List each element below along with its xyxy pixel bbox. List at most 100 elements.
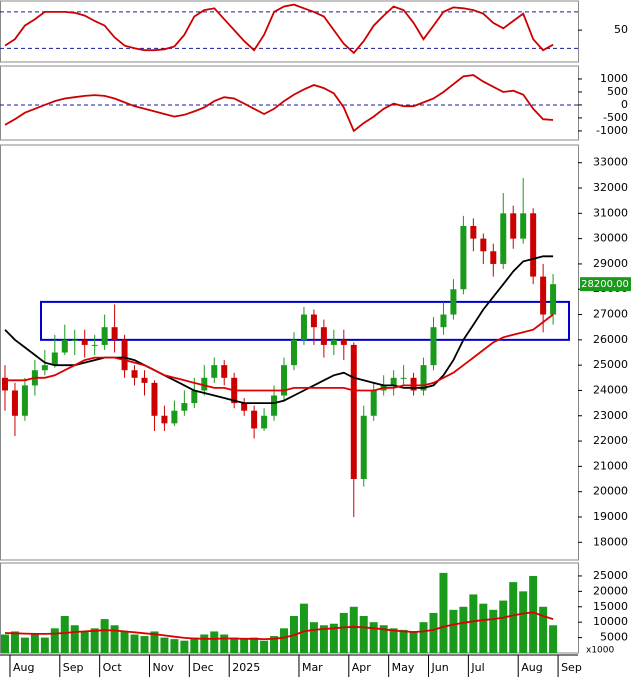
- y-tick-label: 24000: [593, 383, 628, 396]
- candle-body: [320, 327, 327, 345]
- volume-bar: [250, 637, 259, 653]
- axis-unit: x1000: [586, 646, 615, 656]
- candle-body: [510, 213, 517, 239]
- volume-bar: [60, 616, 69, 653]
- candle-body: [440, 314, 447, 328]
- volume-bar: [439, 572, 448, 653]
- candle-body: [310, 314, 317, 328]
- y-tick-label: 25000: [593, 358, 628, 371]
- y-tick-label: 10000: [593, 615, 628, 628]
- y-tick-label: 26000: [593, 333, 628, 346]
- volume-bar: [0, 634, 9, 653]
- candle-body: [41, 365, 48, 371]
- candle-body: [340, 339, 347, 345]
- panel-frame: [0, 144, 579, 561]
- volume-bar: [349, 606, 358, 653]
- volume-bar: [270, 636, 279, 653]
- volume-bar: [40, 637, 49, 653]
- candle-body: [430, 327, 437, 366]
- candle-body: [370, 390, 377, 416]
- volume-bar: [519, 591, 528, 653]
- line-series: [5, 313, 554, 392]
- x-tick-label: Sep: [561, 661, 582, 674]
- candle-body: [101, 327, 108, 345]
- candle-body: [290, 339, 297, 366]
- volume-bar: [190, 637, 199, 653]
- candle-body: [51, 352, 58, 366]
- volume-bar: [150, 631, 159, 653]
- candle-body: [131, 370, 138, 378]
- candle-body: [251, 410, 258, 429]
- volume-bar: [509, 582, 518, 653]
- y-tick-label: 22000: [593, 434, 628, 447]
- candle-body: [81, 339, 88, 345]
- volume-bar: [80, 631, 89, 653]
- line-series: [4, 74, 554, 133]
- candle-body: [490, 251, 497, 264]
- candle-body: [181, 403, 188, 411]
- volume-bar: [369, 622, 378, 653]
- x-tick-label: Jul: [470, 661, 484, 674]
- candle-body: [171, 410, 178, 424]
- candle-body: [460, 225, 467, 290]
- panel-frame: [0, 0, 579, 63]
- volume-bar: [120, 631, 129, 653]
- candle-body: [330, 339, 337, 345]
- x-tick-label: Aug: [521, 661, 542, 674]
- volume-bar: [489, 609, 498, 653]
- y-tick-label: 30000: [593, 232, 628, 245]
- volume-bar: [479, 603, 488, 653]
- volume-bar: [309, 622, 318, 653]
- volume-bar: [319, 625, 328, 653]
- volume-bar: [180, 640, 189, 653]
- candle-body: [300, 314, 307, 340]
- volume-bar: [459, 606, 468, 653]
- volume-bar: [220, 634, 229, 653]
- candle-body: [390, 377, 397, 386]
- y-tick-label: 20000: [593, 485, 628, 498]
- volume-bar: [200, 634, 209, 653]
- volume-bar: [210, 631, 219, 653]
- volume-bar: [399, 629, 408, 653]
- candle-body: [550, 284, 557, 315]
- y-tick-label: 5000: [600, 631, 628, 644]
- y-tick-label: 19000: [593, 510, 628, 523]
- volume-bar: [429, 612, 438, 653]
- candle-body: [360, 415, 367, 480]
- candle-body: [161, 415, 168, 424]
- x-tick-label: Jun: [431, 661, 449, 674]
- candle-body: [350, 344, 357, 480]
- candle-body: [540, 276, 547, 315]
- volume-bar: [140, 636, 149, 653]
- x-tick-label: Mar: [302, 661, 323, 674]
- x-tick-label: Dec: [192, 661, 213, 674]
- last-price-box: [580, 277, 631, 292]
- candle-body: [281, 365, 288, 396]
- volume-bar: [329, 623, 338, 653]
- candle-body: [141, 377, 148, 383]
- candle-body: [520, 213, 527, 239]
- volume-bar: [359, 616, 368, 653]
- volume-bar: [529, 575, 538, 653]
- volume-bar: [160, 637, 169, 653]
- x-tick-label: Sep: [63, 661, 84, 674]
- volume-bar: [70, 625, 79, 653]
- candle-body: [91, 344, 98, 346]
- y-tick-label: 31000: [593, 206, 628, 219]
- volume-bar: [170, 639, 179, 653]
- x-tick-label: Oct: [103, 661, 123, 674]
- candle-body: [71, 339, 78, 341]
- volume-bar: [100, 619, 109, 653]
- candle-body: [410, 377, 417, 391]
- y-tick-label: 25000: [593, 569, 628, 582]
- volume-bar: [449, 609, 458, 653]
- y-tick-label: 23000: [593, 409, 628, 422]
- volume-bar: [10, 631, 19, 653]
- x-tick-label: May: [392, 661, 415, 674]
- y-tick-label: 1000: [600, 72, 628, 85]
- candle-body: [61, 339, 68, 353]
- y-tick-label: 0: [621, 98, 628, 111]
- candle-body: [420, 365, 427, 391]
- volume-bar: [539, 606, 548, 653]
